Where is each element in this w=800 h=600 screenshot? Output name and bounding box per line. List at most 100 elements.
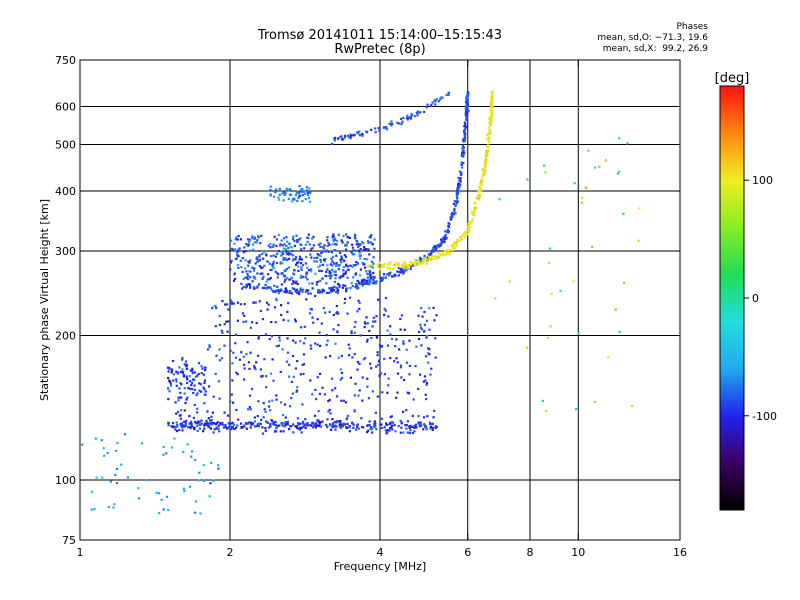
data-point — [203, 422, 207, 425]
data-point — [184, 401, 187, 405]
data-point — [422, 380, 425, 383]
data-point — [371, 242, 374, 246]
data-point — [357, 249, 360, 252]
data-point — [253, 366, 256, 370]
data-point — [257, 400, 260, 403]
data-point — [342, 399, 345, 402]
data-point — [286, 290, 289, 294]
data-point — [301, 200, 304, 203]
data-point — [241, 257, 244, 260]
data-point — [195, 394, 198, 397]
data-point — [247, 241, 251, 244]
data-point — [427, 352, 430, 355]
data-point — [485, 138, 488, 141]
data-point — [229, 268, 232, 271]
data-point — [240, 265, 243, 269]
data-point — [399, 366, 402, 369]
data-point — [316, 280, 320, 283]
data-point — [280, 254, 283, 257]
data-point — [414, 424, 417, 427]
data-point — [369, 241, 372, 244]
data-point — [477, 193, 480, 197]
data-point — [295, 389, 299, 392]
data-point — [190, 420, 193, 423]
data-point — [272, 267, 275, 270]
data-point — [313, 424, 316, 427]
data-point — [274, 188, 278, 191]
data-point — [344, 244, 347, 247]
data-point — [332, 240, 335, 243]
data-point — [480, 183, 483, 186]
data-point — [312, 321, 315, 324]
data-point — [355, 283, 358, 286]
data-point — [366, 385, 369, 388]
data-point — [245, 422, 248, 425]
data-point — [461, 237, 464, 241]
data-point — [253, 416, 256, 419]
data-point — [271, 358, 274, 361]
data-point — [226, 303, 229, 306]
data-point — [345, 288, 348, 291]
data-point — [384, 429, 387, 432]
data-point — [286, 240, 289, 243]
data-point — [340, 354, 343, 358]
data-point — [269, 246, 272, 249]
data-point — [286, 277, 289, 280]
data-point — [376, 263, 379, 266]
data-point — [230, 259, 233, 262]
data-point — [486, 154, 489, 157]
data-point — [422, 258, 425, 261]
data-point — [295, 256, 298, 259]
data-point — [307, 193, 310, 197]
data-point — [274, 321, 277, 324]
data-point — [409, 117, 412, 120]
data-point — [418, 256, 422, 259]
data-point — [290, 200, 293, 203]
data-point — [386, 263, 390, 266]
data-point — [425, 334, 429, 338]
data-point — [244, 259, 247, 262]
data-point — [240, 426, 243, 429]
data-point — [207, 417, 210, 420]
data-point — [292, 339, 295, 342]
data-point — [299, 428, 302, 431]
data-point — [265, 386, 268, 389]
data-point — [172, 379, 175, 382]
data-point — [293, 287, 296, 290]
data-point — [434, 356, 437, 359]
data-point — [424, 355, 428, 358]
data-point — [261, 277, 264, 280]
data-point — [374, 127, 377, 130]
data-point — [372, 262, 375, 265]
data-point — [334, 264, 337, 267]
data-point — [402, 410, 405, 413]
data-point — [366, 258, 369, 261]
data-point — [485, 149, 488, 152]
data-point — [437, 251, 440, 254]
data-point — [395, 338, 398, 341]
data-point — [337, 264, 340, 267]
data-point — [316, 376, 319, 379]
data-point — [300, 426, 303, 429]
data-point — [395, 396, 398, 399]
data-point — [389, 261, 392, 264]
data-point — [236, 301, 240, 304]
data-point — [275, 394, 278, 397]
data-point — [333, 237, 336, 240]
data-point — [209, 482, 212, 485]
data-point — [221, 421, 224, 424]
data-point — [379, 372, 382, 375]
data-point — [358, 389, 361, 392]
data-point — [358, 283, 361, 286]
data-point — [383, 273, 386, 276]
data-point — [469, 226, 472, 229]
data-point — [326, 426, 329, 429]
data-point — [295, 280, 298, 283]
data-point — [249, 326, 252, 329]
data-point — [288, 291, 291, 294]
data-point — [340, 424, 343, 427]
data-point — [268, 278, 271, 281]
data-point — [242, 424, 245, 427]
data-point — [372, 271, 375, 275]
data-point — [406, 391, 409, 394]
